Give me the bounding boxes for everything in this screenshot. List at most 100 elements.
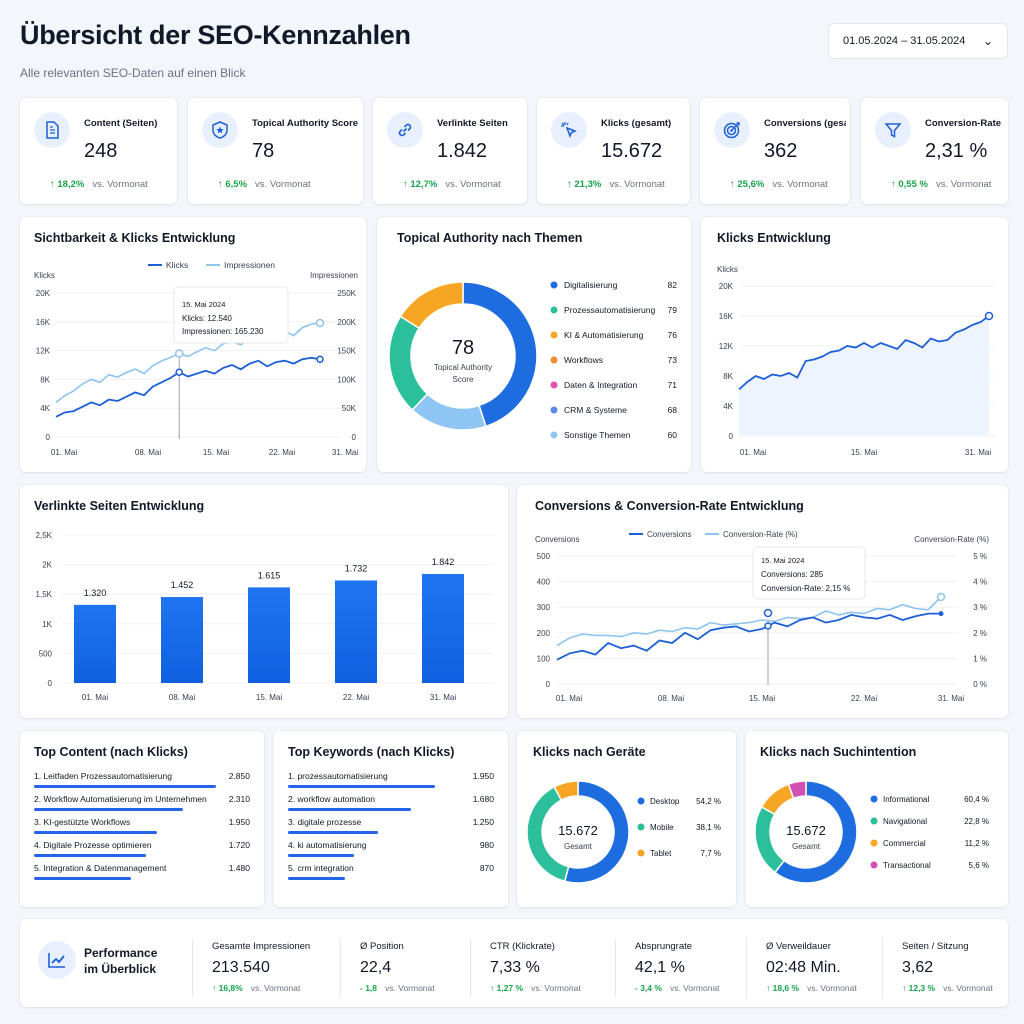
kpi-change-value: ↑ 21,3% — [567, 179, 602, 190]
list-item-value: 1.680 — [472, 794, 494, 804]
shield-star-icon — [202, 112, 238, 148]
y-tick-right: 0 % — [973, 680, 987, 689]
list-item[interactable]: 5. Integration & Datenmanagement 1.480 — [34, 863, 250, 885]
date-range-picker[interactable]: 01.05.2024 – 31.05.2024 ⌄ — [828, 23, 1008, 59]
performance-card: Performance im Überblick Gesamte Impress… — [20, 919, 1008, 1007]
metric-label: CTR (Klickrate) — [490, 941, 555, 952]
legend-label: Sonstige Themen — [564, 430, 631, 440]
suchintention-donut-chart: 15.672 Gesamt Informational 60,4 % Navigatio… — [754, 780, 989, 884]
kpi-value: 15.672 — [601, 140, 663, 162]
y-tick-right: 4 % — [973, 578, 987, 587]
end-point — [984, 311, 994, 321]
kpi-value: 362 — [764, 140, 798, 162]
x-tick: 22. Mai — [269, 448, 295, 457]
cursor-click-icon — [551, 112, 587, 148]
list-item-name: 5. crm integration — [288, 863, 354, 873]
metric-change: - 3,4 % vs. Vormonat — [635, 983, 720, 993]
legend-label: KI & Automatisierung — [564, 330, 644, 340]
y-axis-left-label: Klicks — [34, 271, 55, 280]
list-item-value: 1.720 — [228, 840, 250, 850]
y-tick-right: 5 % — [973, 552, 987, 561]
list-item-value: 870 — [479, 863, 494, 873]
tooltip-box — [173, 286, 289, 344]
list-item-name: 3. KI-gestützte Workflows — [34, 817, 131, 827]
y-tick-right: 100K — [337, 375, 356, 384]
bar — [248, 587, 290, 683]
y-tick-right: 3 % — [973, 603, 987, 612]
y-tick-left: 200 — [537, 629, 551, 638]
legend-label: Informational — [883, 795, 929, 804]
kpi-compare-label: vs. Vormonat — [772, 179, 828, 190]
legend-dot — [870, 861, 878, 869]
geraete-card: Klicks nach Geräte 15.672 Gesamt Desktop 54… — [517, 731, 736, 907]
metric-value: 7,33 % — [490, 959, 540, 976]
x-tick: 15. Mai — [851, 448, 877, 457]
chart-card-conversions: Conversions & Conversion-Rate Entwicklun… — [517, 485, 1008, 718]
list-item[interactable]: 3. digitale prozesse 1.250 — [288, 817, 494, 839]
geraete-donut-chart: 15.672 Gesamt Desktop 54,2 % Mobile 38,1 % Tab… — [526, 780, 721, 884]
donut-segment — [563, 780, 630, 884]
y-tick-right: 1 % — [973, 654, 987, 663]
list-item[interactable]: 5. crm integration 870 — [288, 863, 494, 885]
x-tick: 22. Mai — [343, 693, 369, 702]
y-tick-right: 50K — [342, 404, 357, 413]
y-tick-right: 150K — [337, 347, 356, 356]
list-item[interactable]: 4. Digitale Prozesse optimieren 1.720 — [34, 840, 250, 862]
y-tick-left: 400 — [537, 578, 551, 587]
legend-label: Prozessautomatisierung — [564, 305, 655, 315]
y-tick-left: 300 — [537, 603, 551, 612]
bar — [74, 604, 116, 683]
divider — [470, 939, 471, 997]
donut-center-value: 15.672 — [786, 823, 826, 838]
legend-label: Tablet — [650, 849, 672, 858]
kpi-value: 2,31 % — [925, 140, 988, 162]
list-item[interactable]: 1. Leitfaden Prozessautomatisierung 2.850 — [34, 771, 250, 793]
metric-value: 213.540 — [212, 959, 270, 976]
list-item-bar — [34, 854, 146, 857]
funnel-icon — [875, 112, 911, 148]
list-item[interactable]: 2. workflow automation 1.680 — [288, 794, 494, 816]
list-item[interactable]: 1. prozessautomatisierung 1.950 — [288, 771, 494, 793]
y-tick-left: 12K — [36, 347, 51, 356]
list-item[interactable]: 4. ki automatisierung 980 — [288, 840, 494, 862]
list-title: Top Content (nach Klicks) — [34, 745, 188, 759]
donut-center-label: Gesamt — [564, 842, 593, 851]
tooltip-conv: Conversions: 285 — [761, 570, 824, 579]
legend-dot — [870, 839, 878, 847]
legend-dot — [637, 849, 645, 857]
list-item[interactable]: 3. KI-gestützte Workflows 1.950 — [34, 817, 250, 839]
legend-label: Commercial — [883, 839, 926, 848]
tooltip-clicks-point — [175, 368, 183, 376]
legend-label: Mobile — [650, 823, 674, 832]
donut-center-label: Score — [453, 375, 474, 384]
y-tick-left: 100 — [537, 654, 551, 663]
y-tick: 12K — [719, 342, 734, 351]
chart-card-sichtbarkeit: Sichtbarkeit & Klicks Entwicklung Klicks… — [20, 217, 366, 472]
kpi-label: Conversions (gesamt) — [764, 118, 846, 129]
donut-segment — [553, 780, 579, 802]
y-tick-right: 0 — [352, 433, 357, 442]
chart-title: Klicks nach Suchintention — [760, 745, 917, 759]
divider — [340, 939, 341, 997]
list-item-name: 2. workflow automation — [288, 794, 375, 804]
list-item-bar — [34, 808, 183, 811]
list-item-bar — [288, 831, 378, 834]
legend-label: Navigational — [883, 817, 927, 826]
y-tick-left: 8K — [40, 375, 50, 384]
tooltip-date: 15. Mai 2024 — [761, 556, 804, 565]
series-rate-line — [556, 596, 942, 647]
legend-dot — [550, 406, 558, 414]
metric-value: 22,4 — [360, 959, 392, 976]
chart-title: Klicks nach Geräte — [533, 745, 646, 759]
metric-value: 02:48 Min. — [766, 959, 841, 976]
legend-label: Desktop — [650, 797, 680, 806]
page-title: Übersicht der SEO-Kennzahlen — [20, 20, 411, 50]
donut-segment — [462, 281, 538, 428]
metric-label: Ø Position — [360, 941, 404, 952]
metric-change: - 1,8 vs. Vormonat — [360, 983, 435, 993]
kpi-label: Klicks (gesamt) — [601, 118, 672, 129]
y-tick: 2,5K — [36, 531, 53, 540]
legend-value: 73 — [668, 355, 678, 365]
list-item[interactable]: 2. Workflow Automatisierung im Unternehm… — [34, 794, 250, 816]
kpi-change: ↑ 25,6% vs. Vormonat — [730, 179, 828, 190]
